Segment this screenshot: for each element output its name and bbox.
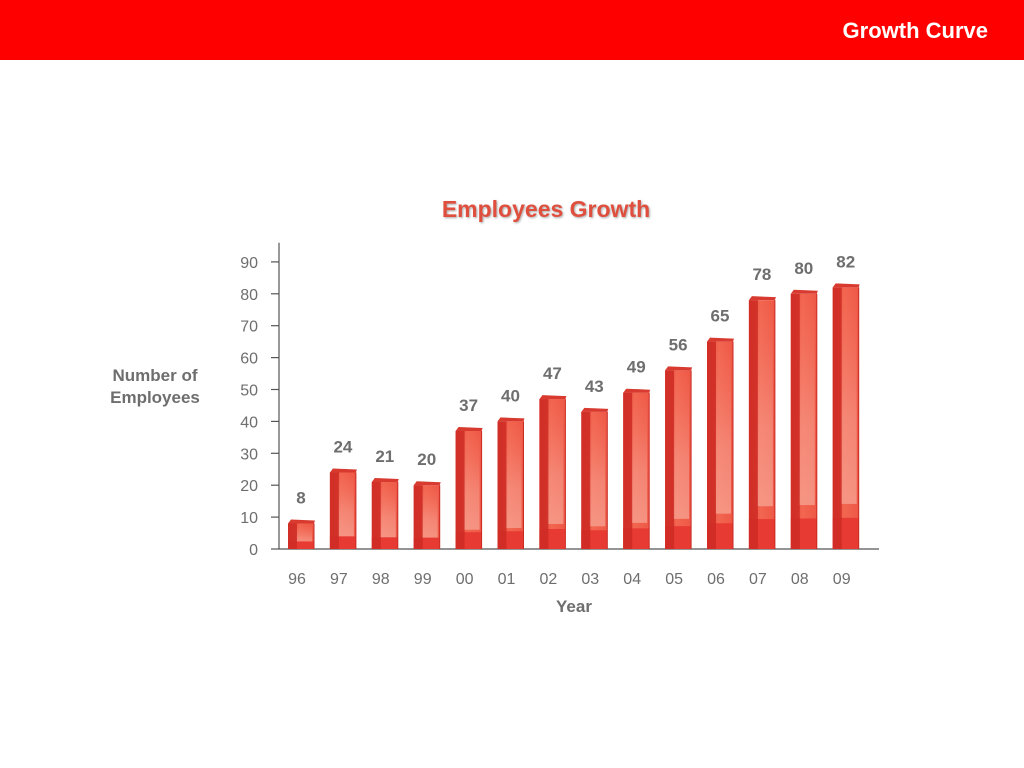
y-tick-label: 30 xyxy=(240,446,258,463)
data-label: 24 xyxy=(333,437,352,456)
labels: 0102030405060708090896249721982099370040… xyxy=(240,252,855,588)
data-label: 65 xyxy=(711,307,730,326)
bar-03 xyxy=(581,407,609,549)
x-tick-label: 08 xyxy=(791,571,809,588)
bar-96 xyxy=(288,519,315,549)
y-tick-label: 10 xyxy=(240,510,258,527)
bars xyxy=(288,283,860,549)
data-label: 80 xyxy=(794,259,813,278)
data-label: 56 xyxy=(669,335,688,354)
x-tick-label: 04 xyxy=(623,571,641,588)
x-tick-label: 02 xyxy=(540,571,558,588)
y-axis-title-line-1: Number of xyxy=(112,366,198,385)
data-label: 20 xyxy=(417,450,436,469)
data-label: 8 xyxy=(296,488,305,507)
y-tick-label: 50 xyxy=(240,383,258,400)
x-tick-label: 06 xyxy=(707,571,725,588)
x-tick-label: 05 xyxy=(665,571,683,588)
data-label: 82 xyxy=(836,252,855,271)
axes xyxy=(271,242,879,550)
y-axis-title-line-2: Employees xyxy=(110,388,200,407)
bar-99 xyxy=(413,481,441,549)
x-tick-label: 03 xyxy=(581,571,599,588)
page-title: Growth Curve xyxy=(842,18,988,43)
x-tick-label: 09 xyxy=(833,571,851,588)
bar-97 xyxy=(329,468,357,549)
data-label: 40 xyxy=(501,386,520,405)
x-axis-title: Year xyxy=(556,597,592,616)
y-tick-label: 0 xyxy=(249,542,258,559)
header-bar: Growth Curve xyxy=(0,0,1024,60)
data-label: 37 xyxy=(459,396,478,415)
bar-01 xyxy=(497,417,525,549)
data-label: 43 xyxy=(585,377,604,396)
bar-98 xyxy=(371,478,399,549)
bar-05 xyxy=(665,366,693,549)
bar-02 xyxy=(539,395,567,549)
y-tick-label: 20 xyxy=(240,478,258,495)
chart-title: Employees Growth xyxy=(441,196,651,222)
x-tick-label: 99 xyxy=(414,571,432,588)
bar-09 xyxy=(832,283,860,549)
y-tick-label: 80 xyxy=(240,287,258,304)
bar-00 xyxy=(455,426,483,549)
y-tick-label: 70 xyxy=(240,319,258,336)
x-tick-label: 98 xyxy=(372,571,390,588)
x-tick-label: 96 xyxy=(288,571,306,588)
data-label: 49 xyxy=(627,358,646,377)
data-label: 78 xyxy=(752,265,771,284)
bar-06 xyxy=(707,337,734,549)
bar-08 xyxy=(790,289,818,549)
data-label: 47 xyxy=(543,364,562,383)
y-axis-title: Number of Employees xyxy=(100,365,210,409)
bar-07 xyxy=(748,296,776,549)
data-label: 21 xyxy=(375,447,394,466)
x-tick-label: 97 xyxy=(330,571,348,588)
x-tick-label: 01 xyxy=(498,571,516,588)
y-tick-label: 40 xyxy=(240,414,258,431)
x-tick-label: 07 xyxy=(749,571,767,588)
bar-04 xyxy=(623,388,651,549)
x-tick-label: 00 xyxy=(456,571,474,588)
y-tick-label: 60 xyxy=(240,351,258,368)
y-tick-label: 90 xyxy=(240,255,258,272)
